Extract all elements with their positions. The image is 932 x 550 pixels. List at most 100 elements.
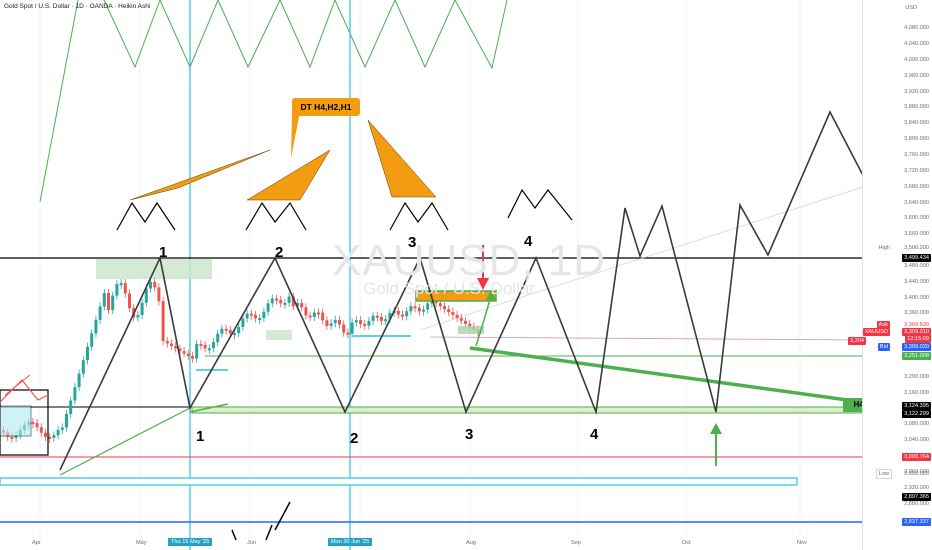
green-arrow-up-head — [486, 290, 496, 300]
price-axis-label: 3,880.000 — [904, 104, 929, 111]
candle — [69, 400, 73, 414]
candle — [39, 427, 43, 433]
candle — [144, 288, 148, 303]
dt-annotation-label[interactable]: DT H4,H2,H1 — [292, 98, 360, 116]
candle — [90, 333, 94, 347]
candle — [14, 435, 18, 438]
candle — [275, 298, 278, 301]
candle — [102, 293, 106, 307]
candle — [338, 319, 341, 325]
candle — [228, 329, 232, 334]
price-axis-label: 3,920.000 — [904, 88, 929, 95]
candle — [266, 303, 270, 312]
candle — [300, 302, 304, 308]
top-wave-zigzag — [103, 0, 508, 70]
candle — [464, 320, 467, 324]
low-value: 2,956.565 — [904, 471, 929, 477]
badge-3124: 3,124.395 — [902, 402, 931, 410]
price-axis-label: 3,480.000 — [904, 262, 929, 269]
price-axis-label: 3,400.000 — [904, 294, 929, 301]
candle — [296, 302, 299, 307]
candle — [317, 312, 320, 315]
candle — [430, 300, 434, 304]
time-label-nov: Nov — [797, 540, 807, 546]
level-3309-pink — [429, 336, 863, 341]
wave-label-bottom-2: 2 — [350, 430, 359, 447]
watermark-name: Gold Spot / U.S. Dollar — [363, 279, 535, 298]
candle — [203, 344, 207, 349]
m-pattern-2 — [245, 201, 307, 231]
candle — [123, 283, 127, 294]
sell-zone — [415, 290, 497, 302]
candle — [312, 312, 316, 317]
candle — [380, 317, 383, 321]
candle — [115, 284, 119, 296]
candle — [291, 296, 295, 307]
wave-label-bottom-4: 4 — [590, 426, 599, 443]
candle — [333, 319, 337, 324]
candle — [48, 436, 52, 439]
candle — [367, 320, 371, 326]
trend-green-1 — [59, 407, 191, 476]
left-box-1 — [0, 389, 49, 456]
candle — [438, 303, 442, 307]
candle — [451, 312, 455, 315]
candle — [10, 436, 14, 439]
support-zone — [191, 406, 863, 414]
countdown: 12:15:09 — [905, 335, 931, 343]
candles — [2, 278, 480, 443]
left-box-redlines — [0, 379, 49, 403]
cyan-zone-low — [0, 477, 798, 486]
candle — [161, 301, 165, 341]
left-box-red-2 — [4, 374, 31, 396]
price-axis-label: 2,880.000 — [904, 500, 929, 507]
candle — [384, 319, 388, 322]
trend-green-2 — [189, 403, 229, 413]
candle — [199, 343, 203, 346]
candle — [107, 293, 110, 311]
candle — [321, 312, 325, 321]
price-axis-label: 3,440.000 — [904, 278, 929, 285]
time-label-may: May — [136, 540, 147, 546]
candle — [60, 427, 64, 430]
wave-label-top-4: 4 — [524, 233, 533, 250]
candle — [375, 315, 379, 318]
candle — [220, 328, 224, 334]
wave-label-top-2: 2 — [275, 244, 284, 261]
candle — [426, 303, 430, 310]
candle — [249, 313, 253, 316]
candle — [182, 351, 186, 354]
price-axis-label: 3,360.000 — [904, 310, 929, 317]
trend-green-desc — [469, 346, 863, 404]
m-pattern-3 — [389, 201, 449, 231]
candle — [443, 306, 446, 310]
price-axis-label: 3,720.000 — [904, 167, 929, 174]
candle — [98, 306, 102, 320]
candle — [388, 312, 392, 320]
badge-3122: 3,122.299 — [902, 410, 931, 418]
wave-label-top-1: 1 — [159, 244, 168, 261]
candle — [212, 342, 215, 349]
high-value: 3,500.200 — [904, 245, 929, 251]
candle — [447, 309, 451, 313]
dt-callout-pointer — [291, 112, 300, 158]
candle — [119, 283, 123, 286]
candle — [165, 340, 169, 344]
candle — [31, 422, 35, 425]
price-axis-label: 4,040.000 — [904, 41, 929, 47]
ask-value: 3,309.530 — [902, 321, 931, 329]
m-pattern-1 — [116, 201, 176, 231]
zone-box-2 — [266, 330, 292, 340]
trend-faint — [419, 174, 901, 331]
price-axis-label: 3,600.000 — [904, 215, 929, 222]
price-axis[interactable]: USD — [862, 0, 932, 550]
main-wave — [59, 110, 899, 471]
time-highlight-2: Mon 30 Jun '25 — [328, 538, 373, 546]
price-axis-label: 3,560.000 — [904, 231, 929, 238]
candle — [270, 298, 274, 304]
price-axis-label: 3,040.000 — [904, 437, 929, 444]
bottom-stroke-2 — [274, 501, 291, 531]
candle — [254, 314, 257, 319]
